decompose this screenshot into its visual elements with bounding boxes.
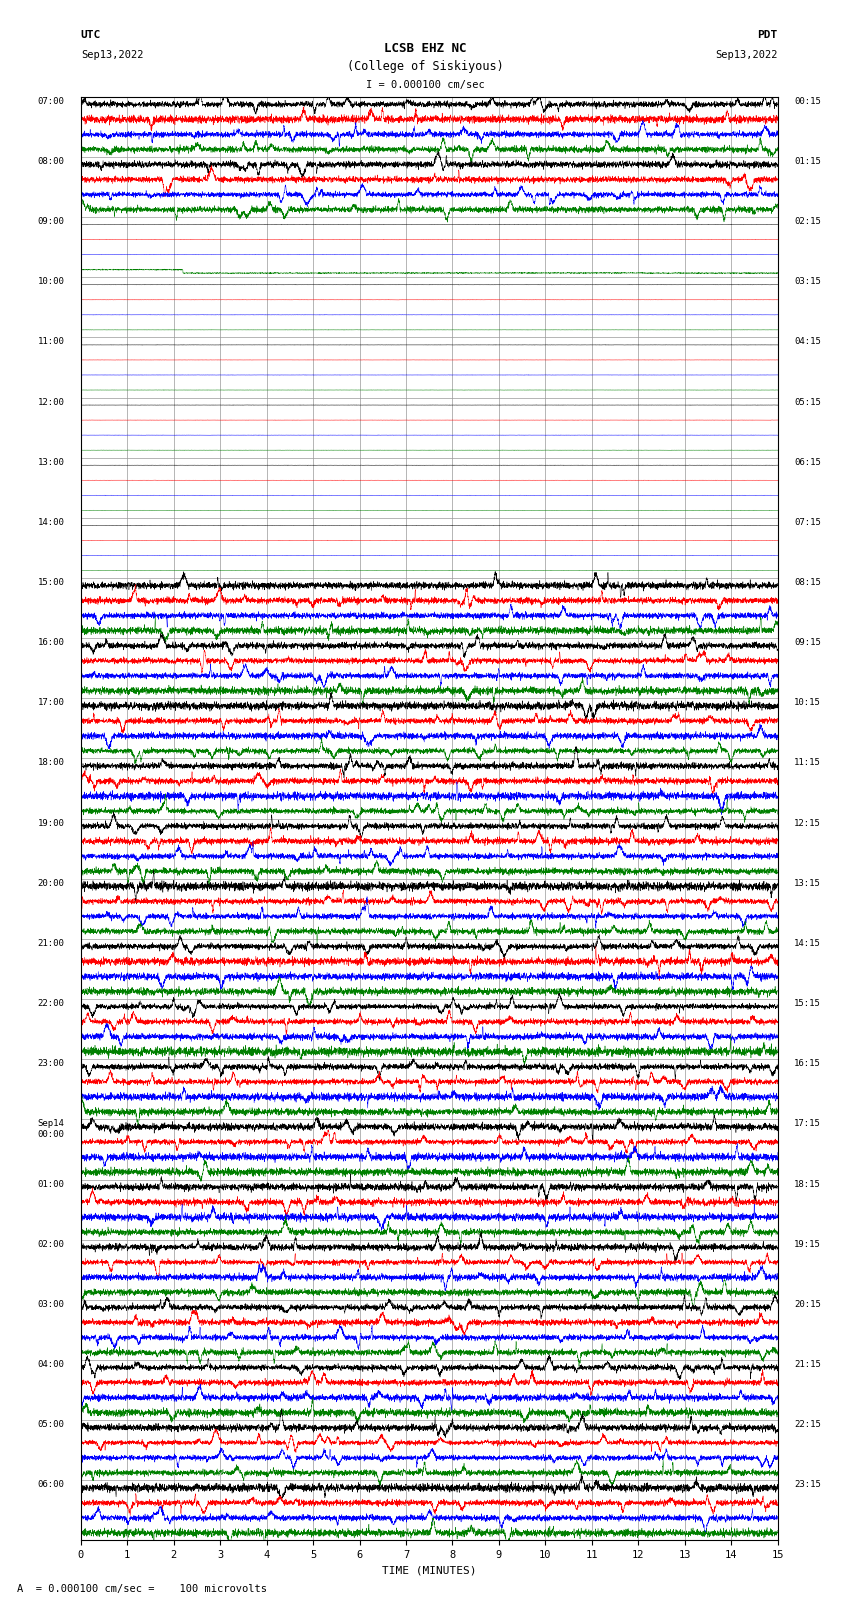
Text: 03:00: 03:00 [37, 1300, 65, 1308]
Text: 05:15: 05:15 [794, 397, 821, 406]
Text: Sep14
00:00: Sep14 00:00 [37, 1119, 65, 1139]
Text: 20:00: 20:00 [37, 879, 65, 887]
Text: A  = 0.000100 cm/sec =    100 microvolts: A = 0.000100 cm/sec = 100 microvolts [17, 1584, 267, 1594]
Text: 17:15: 17:15 [794, 1119, 821, 1129]
Text: 04:15: 04:15 [794, 337, 821, 347]
Text: 07:15: 07:15 [794, 518, 821, 527]
Text: 22:15: 22:15 [794, 1419, 821, 1429]
Text: 07:00: 07:00 [37, 97, 65, 106]
Text: 08:15: 08:15 [794, 577, 821, 587]
Text: 06:00: 06:00 [37, 1481, 65, 1489]
Text: 05:00: 05:00 [37, 1419, 65, 1429]
Text: UTC: UTC [81, 31, 101, 40]
Text: 15:15: 15:15 [794, 998, 821, 1008]
Text: 09:00: 09:00 [37, 218, 65, 226]
Text: 14:15: 14:15 [794, 939, 821, 948]
Text: 09:15: 09:15 [794, 639, 821, 647]
Text: Sep13,2022: Sep13,2022 [81, 50, 144, 60]
Text: 16:15: 16:15 [794, 1060, 821, 1068]
Text: 21:15: 21:15 [794, 1360, 821, 1369]
Text: I = 0.000100 cm/sec: I = 0.000100 cm/sec [366, 81, 484, 90]
Text: 23:15: 23:15 [794, 1481, 821, 1489]
Text: 06:15: 06:15 [794, 458, 821, 466]
Text: 03:15: 03:15 [794, 277, 821, 286]
Text: 18:15: 18:15 [794, 1179, 821, 1189]
Text: 21:00: 21:00 [37, 939, 65, 948]
Text: 04:00: 04:00 [37, 1360, 65, 1369]
Text: 01:15: 01:15 [794, 156, 821, 166]
Text: 18:00: 18:00 [37, 758, 65, 768]
Text: 15:00: 15:00 [37, 577, 65, 587]
X-axis label: TIME (MINUTES): TIME (MINUTES) [382, 1566, 477, 1576]
Text: Sep13,2022: Sep13,2022 [715, 50, 778, 60]
Text: (College of Siskiyous): (College of Siskiyous) [347, 60, 503, 73]
Text: 12:00: 12:00 [37, 397, 65, 406]
Text: 01:00: 01:00 [37, 1179, 65, 1189]
Text: PDT: PDT [757, 31, 778, 40]
Text: LCSB EHZ NC: LCSB EHZ NC [383, 42, 467, 55]
Text: 02:00: 02:00 [37, 1240, 65, 1248]
Text: 13:15: 13:15 [794, 879, 821, 887]
Text: 16:00: 16:00 [37, 639, 65, 647]
Text: 19:15: 19:15 [794, 1240, 821, 1248]
Text: 22:00: 22:00 [37, 998, 65, 1008]
Text: 00:15: 00:15 [794, 97, 821, 106]
Text: 19:00: 19:00 [37, 819, 65, 827]
Text: 17:00: 17:00 [37, 698, 65, 706]
Text: 10:00: 10:00 [37, 277, 65, 286]
Text: 12:15: 12:15 [794, 819, 821, 827]
Text: 23:00: 23:00 [37, 1060, 65, 1068]
Text: 13:00: 13:00 [37, 458, 65, 466]
Text: 11:15: 11:15 [794, 758, 821, 768]
Text: 11:00: 11:00 [37, 337, 65, 347]
Text: 10:15: 10:15 [794, 698, 821, 706]
Text: 14:00: 14:00 [37, 518, 65, 527]
Text: 02:15: 02:15 [794, 218, 821, 226]
Text: 20:15: 20:15 [794, 1300, 821, 1308]
Text: 08:00: 08:00 [37, 156, 65, 166]
